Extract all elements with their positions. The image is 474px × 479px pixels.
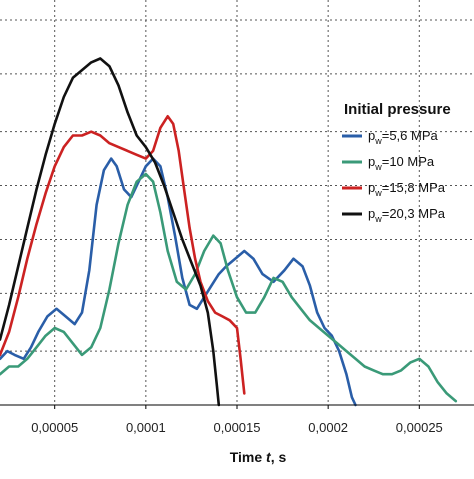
x-tick-label: 0,00005: [31, 420, 78, 435]
x-tick-label: 0,00025: [396, 420, 443, 435]
legend-label-1: pw=5,6 MPa: [368, 128, 439, 146]
series-line-4: [0, 57, 221, 407]
series-line-1: [0, 157, 357, 407]
legend: Initial pressure pw=5,6 MPa pw=10 MPa pw=1…: [342, 101, 451, 224]
legend-label-2: pw=10 MPa: [368, 154, 435, 172]
series-line-2: [0, 172, 458, 403]
x-tick-labels: 0,00005 0,0001 0,00015 0,0002 0,00025: [31, 405, 443, 435]
x-tick-label: 0,0001: [126, 420, 166, 435]
x-axis-label-main: Time: [230, 449, 266, 465]
x-axis-label-var: t: [266, 449, 272, 465]
legend-label-4: pw=20,3 MPa: [368, 206, 446, 224]
x-axis-label: Time t, s: [230, 449, 287, 465]
x-axis-label-unit: , s: [271, 449, 287, 465]
x-tick-label: 0,0002: [308, 420, 348, 435]
x-tick-label: 0,00015: [214, 420, 261, 435]
series-lines: [0, 57, 458, 407]
legend-label-3: pw=15,8 MPa: [368, 180, 446, 198]
series-line-3: [0, 115, 246, 395]
legend-title: Initial pressure: [344, 101, 451, 118]
gridlines: [0, 0, 474, 405]
